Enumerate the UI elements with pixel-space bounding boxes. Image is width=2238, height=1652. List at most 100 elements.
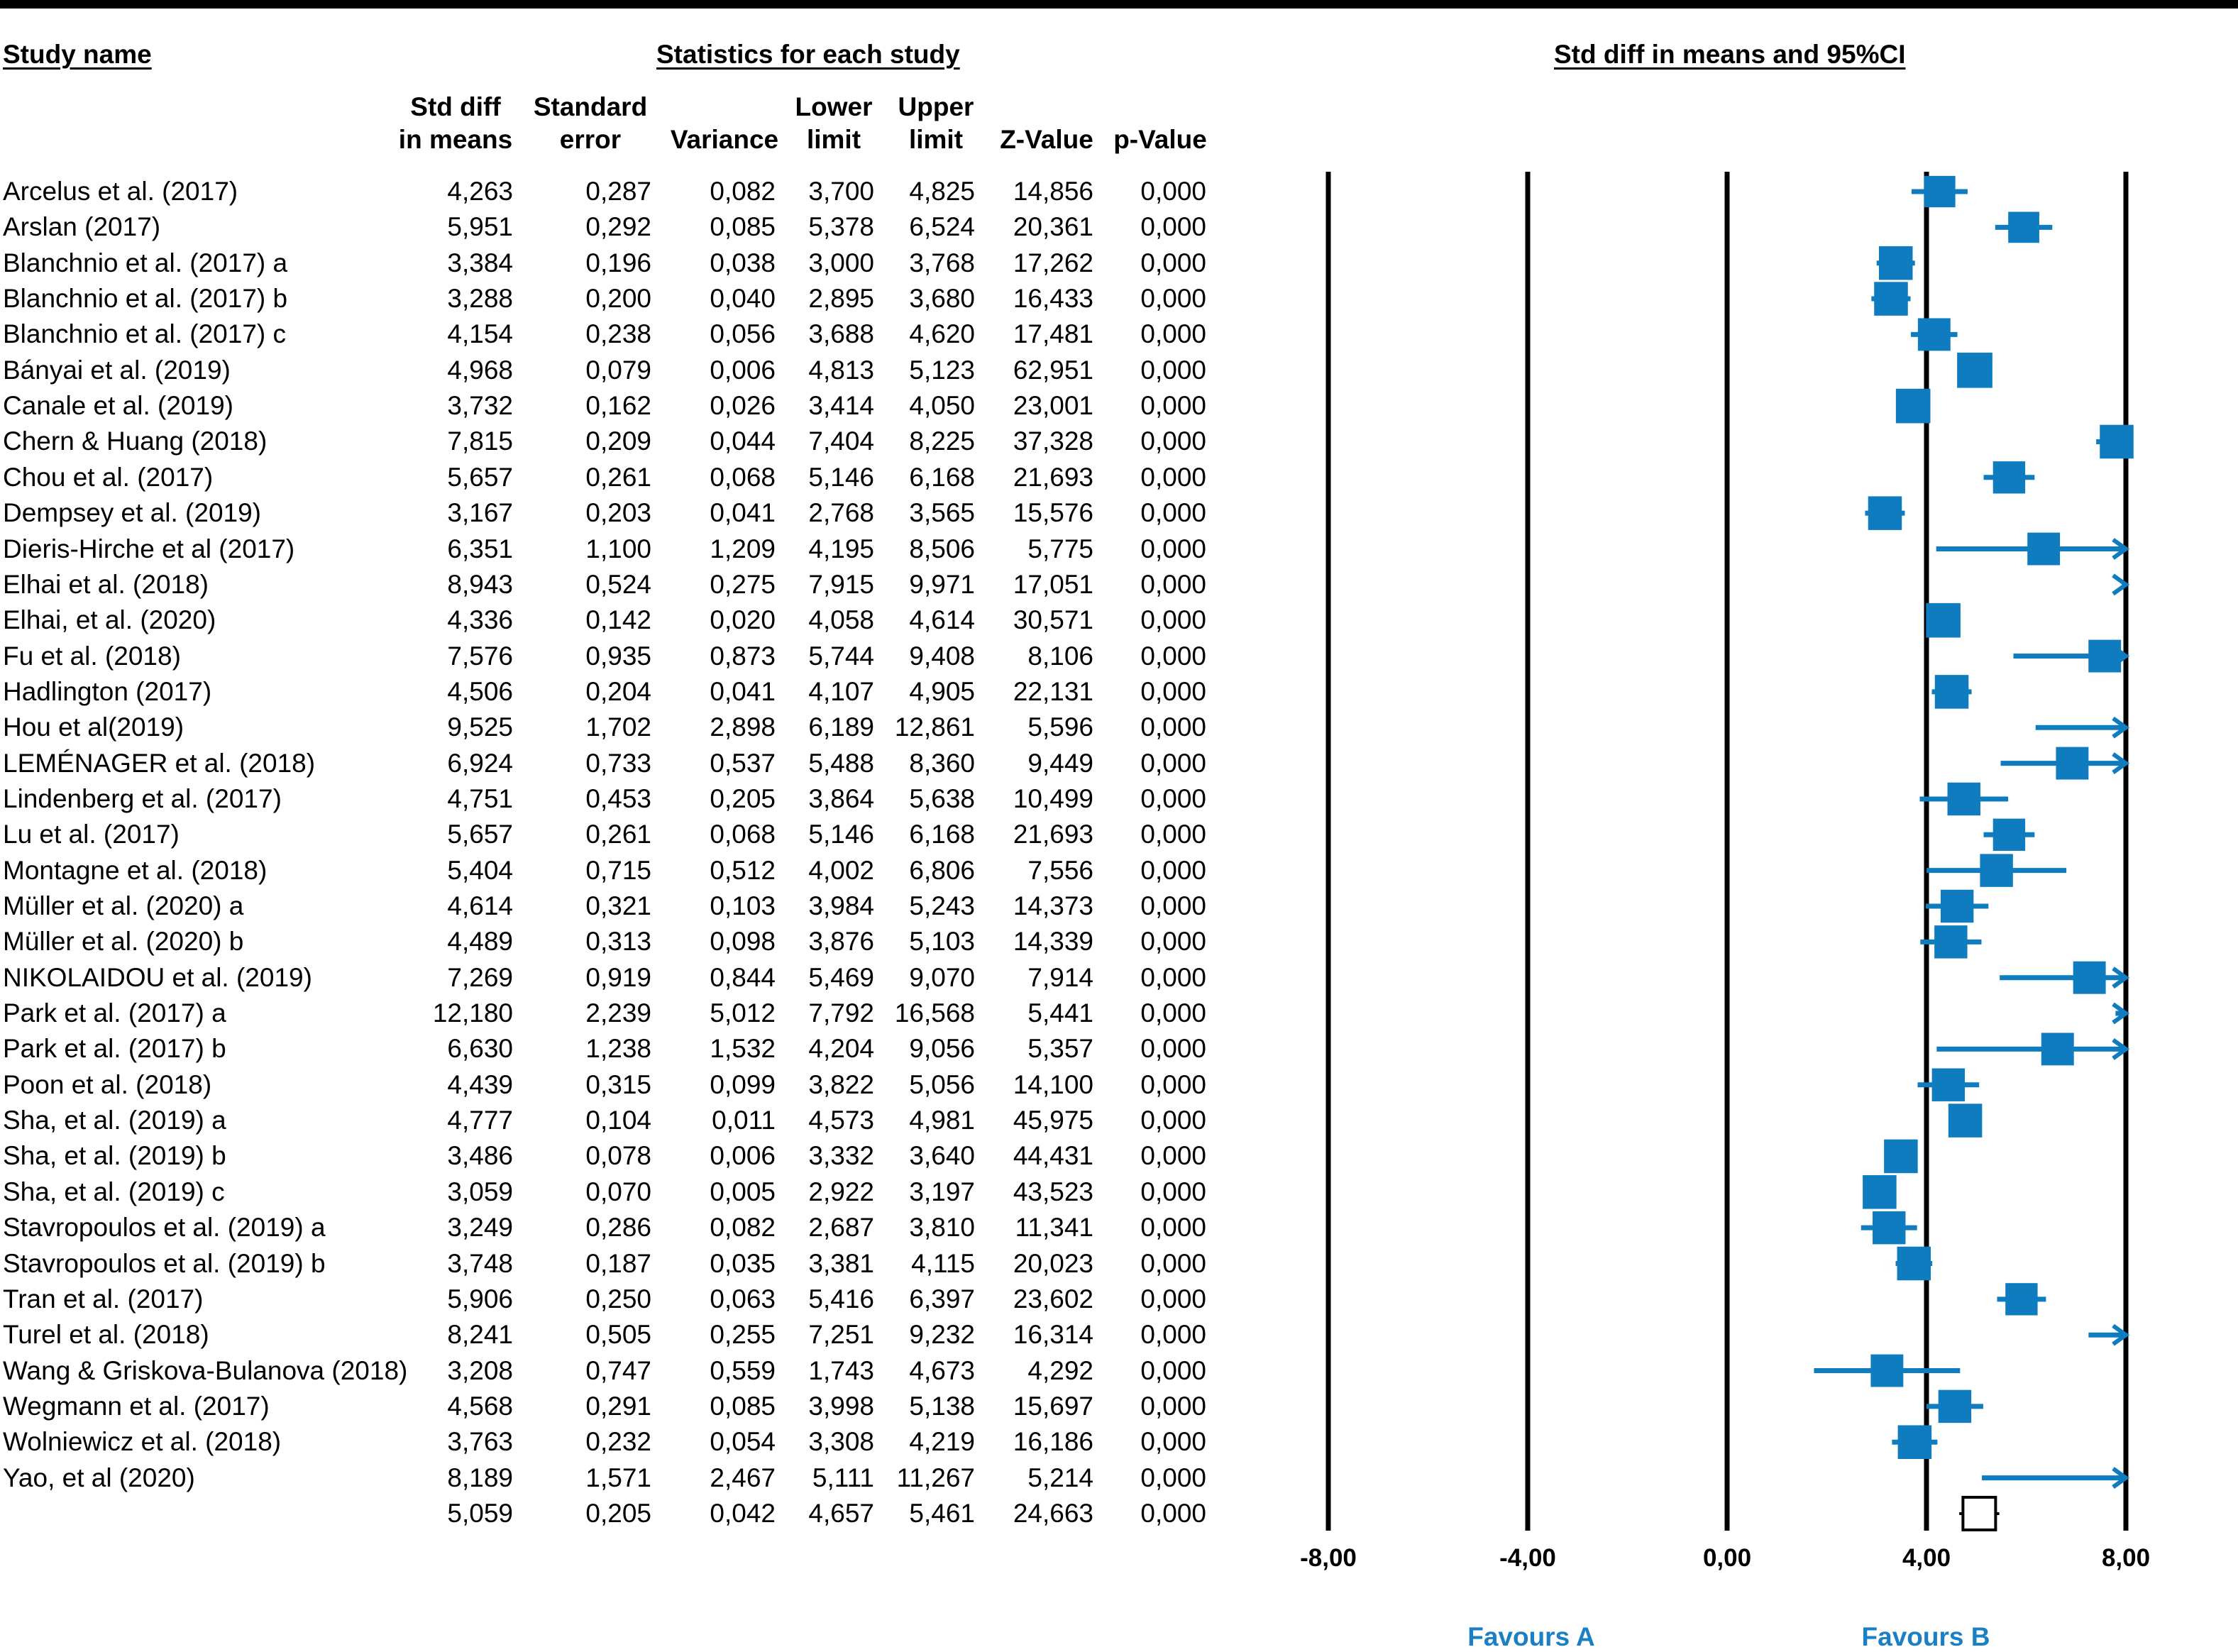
study-name: NIKOLAIDOU et al. (2019)	[3, 962, 312, 992]
cell-p: 0,000	[1140, 391, 1206, 421]
cell-z: 11,341	[1015, 1213, 1093, 1243]
study-name: LEMÉNAGER et al. (2018)	[3, 748, 316, 778]
cell-smd: 9,525	[447, 712, 513, 742]
cell-var: 0,085	[710, 212, 776, 242]
x-tick-label: -4,00	[1499, 1544, 1556, 1572]
cell-lo: 3,864	[808, 783, 874, 813]
cell-z: 17,481	[1013, 319, 1093, 349]
cell-p: 0,000	[1140, 1427, 1206, 1457]
summary-marker	[1961, 1495, 1997, 1531]
cell-lo: 5,469	[808, 962, 874, 992]
cell-p: 0,000	[1140, 927, 1206, 957]
cell-p: 0,000	[1140, 1284, 1206, 1314]
cell-se: 1,571	[585, 1463, 651, 1492]
cell-p: 0,000	[1140, 712, 1206, 742]
cell-var: 0,011	[712, 1106, 776, 1135]
cell-z: 20,361	[1013, 212, 1093, 242]
cell-se: 0,715	[585, 855, 651, 885]
x-tick-label: 4,00	[1902, 1544, 1951, 1572]
cell-hi: 9,070	[909, 962, 975, 992]
effect-marker	[1878, 246, 1913, 280]
study-name: Fu et al. (2018)	[3, 641, 181, 671]
cell-smd: 4,751	[447, 783, 513, 813]
cell-hi: 4,673	[909, 1355, 975, 1385]
effect-marker	[2073, 961, 2106, 994]
x-tick-label: -8,00	[1300, 1544, 1357, 1572]
cell-z: 16,433	[1013, 284, 1093, 314]
summary-cell-smd: 5,059	[447, 1498, 513, 1528]
effect-marker	[2041, 1032, 2074, 1066]
cell-hi: 9,971	[909, 569, 975, 599]
cell-hi: 3,565	[909, 498, 975, 528]
cell-se: 2,239	[585, 998, 651, 1028]
cell-smd: 3,288	[447, 284, 513, 314]
plot-header: Std diff in means and 95%CI	[1554, 40, 1906, 69]
cell-smd: 4,614	[447, 891, 513, 920]
cell-hi: 4,825	[909, 177, 975, 206]
cell-hi: 4,981	[909, 1106, 975, 1135]
cell-se: 0,292	[585, 212, 651, 242]
cell-hi: 9,056	[909, 1034, 975, 1064]
study-name: Elhai, et al. (2020)	[3, 605, 216, 635]
ci-arrow	[2112, 1467, 2130, 1489]
cell-se: 0,196	[585, 248, 651, 277]
cell-lo: 5,111	[812, 1463, 874, 1492]
cell-lo: 2,768	[808, 498, 874, 528]
cell-se: 1,238	[585, 1034, 651, 1064]
cell-var: 5,012	[710, 998, 776, 1028]
summary-cell-z: 24,663	[1013, 1498, 1093, 1528]
study-name: Blanchnio et al. (2017) a	[3, 248, 288, 277]
cell-se: 0,505	[585, 1320, 651, 1350]
cell-var: 0,044	[710, 426, 776, 456]
favours-b-label: Favours B	[1861, 1622, 1990, 1651]
cell-var: 2,467	[710, 1463, 776, 1492]
cell-var: 0,099	[710, 1069, 776, 1099]
cell-hi: 5,138	[909, 1391, 975, 1421]
cell-hi: 3,197	[909, 1177, 975, 1206]
cell-var: 0,006	[710, 355, 776, 385]
column-header-smd-line: in means	[398, 125, 513, 154]
cell-se: 0,079	[585, 355, 651, 385]
cell-hi: 12,861	[894, 712, 975, 742]
cell-hi: 3,768	[909, 248, 975, 277]
cell-var: 0,068	[710, 462, 776, 492]
study-name: Canale et al. (2019)	[3, 391, 233, 421]
study-name: Poon et al. (2018)	[3, 1069, 212, 1099]
cell-var: 0,063	[710, 1284, 776, 1314]
cell-se: 0,453	[585, 783, 651, 813]
cell-var: 0,020	[710, 605, 776, 635]
effect-marker	[1897, 1246, 1931, 1281]
cell-se: 1,702	[585, 712, 651, 742]
cell-z: 5,214	[1027, 1463, 1093, 1492]
cell-p: 0,000	[1140, 676, 1206, 706]
study-name: Bányai et al. (2019)	[3, 355, 231, 385]
column-header-z: Z-Value	[940, 123, 1153, 156]
study-name: Wang & Griskova-Bulanova (2018)	[3, 1355, 408, 1385]
cell-lo: 3,308	[808, 1427, 874, 1457]
effect-marker	[2005, 1283, 2038, 1316]
effect-marker	[1940, 889, 1974, 923]
cell-var: 0,056	[710, 319, 776, 349]
cell-p: 0,000	[1140, 1141, 1206, 1171]
study-name: Sha, et al. (2019) a	[3, 1106, 226, 1135]
cell-z: 14,373	[1013, 891, 1093, 920]
cell-se: 0,200	[585, 284, 651, 314]
cell-p: 0,000	[1140, 569, 1206, 599]
effect-marker	[2100, 424, 2134, 459]
cell-hi: 6,806	[909, 855, 975, 885]
cell-se: 0,733	[585, 748, 651, 778]
ci-arrow	[2112, 573, 2130, 596]
summary-cell-var: 0,042	[710, 1498, 776, 1528]
study-name: Lu et al. (2017)	[3, 820, 180, 849]
cell-z: 21,693	[1013, 820, 1093, 849]
cell-hi: 6,524	[909, 212, 975, 242]
statistics-header: Statistics for each study	[656, 40, 960, 69]
cell-smd: 7,815	[447, 426, 513, 456]
cell-lo: 1,743	[808, 1355, 874, 1385]
cell-lo: 3,414	[808, 391, 874, 421]
cell-hi: 4,050	[909, 391, 975, 421]
effect-marker	[1884, 1139, 1918, 1174]
ci-arrow	[2112, 967, 2130, 989]
cell-lo: 4,107	[808, 676, 874, 706]
cell-se: 0,321	[585, 891, 651, 920]
